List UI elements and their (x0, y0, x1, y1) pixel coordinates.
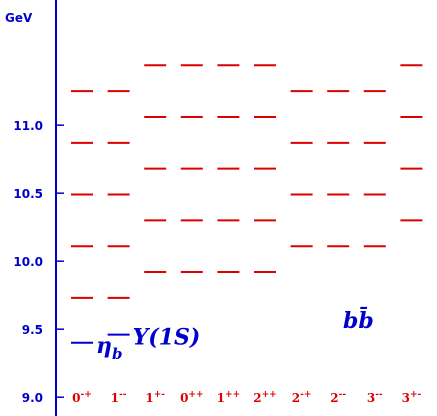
category-sup-0: -+ (81, 390, 92, 400)
y-tick-label-2: 10.0 (13, 255, 43, 269)
category-sup-7: -- (339, 390, 347, 400)
category-base-1: 1 (111, 391, 119, 405)
category-label-6: 2-+ (292, 390, 312, 405)
exp-label-text-0: η (96, 333, 112, 359)
exp-label-text-1: Υ(1S) (133, 325, 201, 351)
y-tick-label-0: 9.0 (22, 391, 43, 405)
category-base-6: 2 (292, 391, 300, 405)
category-sup-9: +- (410, 390, 422, 400)
category-base-4: 1 (217, 391, 225, 405)
y-axis-unit: GeV (5, 11, 33, 25)
experimental-marks: ηb Υ(1S) (71, 325, 200, 363)
category-sup-8: -- (375, 390, 383, 400)
bb-annotation: bb̄ (343, 306, 374, 334)
y-tick-label-1: 9.5 (22, 323, 43, 337)
category-sup-6: -+ (300, 390, 311, 400)
category-labels: 0-+ 1-- 1+- 0++ 1++ 2++ 2-+ 2-- 3-- 3+- (72, 390, 421, 405)
category-base-9: 3 (402, 391, 410, 405)
category-sup-5: ++ (262, 390, 277, 400)
level-marks (71, 64, 423, 299)
y-tick-label-3: 10.5 (13, 187, 43, 201)
category-label-0: 0-+ (72, 390, 92, 405)
category-base-0: 0 (72, 391, 80, 405)
category-sup-3: ++ (188, 390, 203, 400)
category-base-8: 3 (367, 391, 375, 405)
category-sup-1: -- (119, 390, 127, 400)
exp-label-1: Υ(1S) (133, 325, 201, 351)
category-label-5: 2++ (253, 390, 276, 405)
category-label-2: 1+- (145, 390, 165, 405)
category-base-3: 0 (180, 391, 188, 405)
category-label-4: 1++ (217, 390, 240, 405)
category-label-8: 3-- (367, 390, 383, 405)
category-sup-4: ++ (225, 390, 240, 400)
exp-label-sub-0: b (112, 345, 123, 363)
exp-label-0: ηb (96, 333, 123, 363)
category-base-2: 1 (145, 391, 153, 405)
category-base-5: 2 (253, 391, 261, 405)
y-ticks: 9.0 9.5 10.0 10.5 11.0 (13, 119, 64, 405)
category-base-7: 2 (330, 391, 338, 405)
category-label-7: 2-- (330, 390, 346, 405)
category-sup-2: +- (154, 390, 166, 400)
y-tick-label-4: 11.0 (13, 119, 43, 133)
category-label-1: 1-- (111, 390, 127, 405)
category-label-9: 3+- (402, 390, 422, 405)
category-label-3: 0++ (180, 390, 203, 405)
